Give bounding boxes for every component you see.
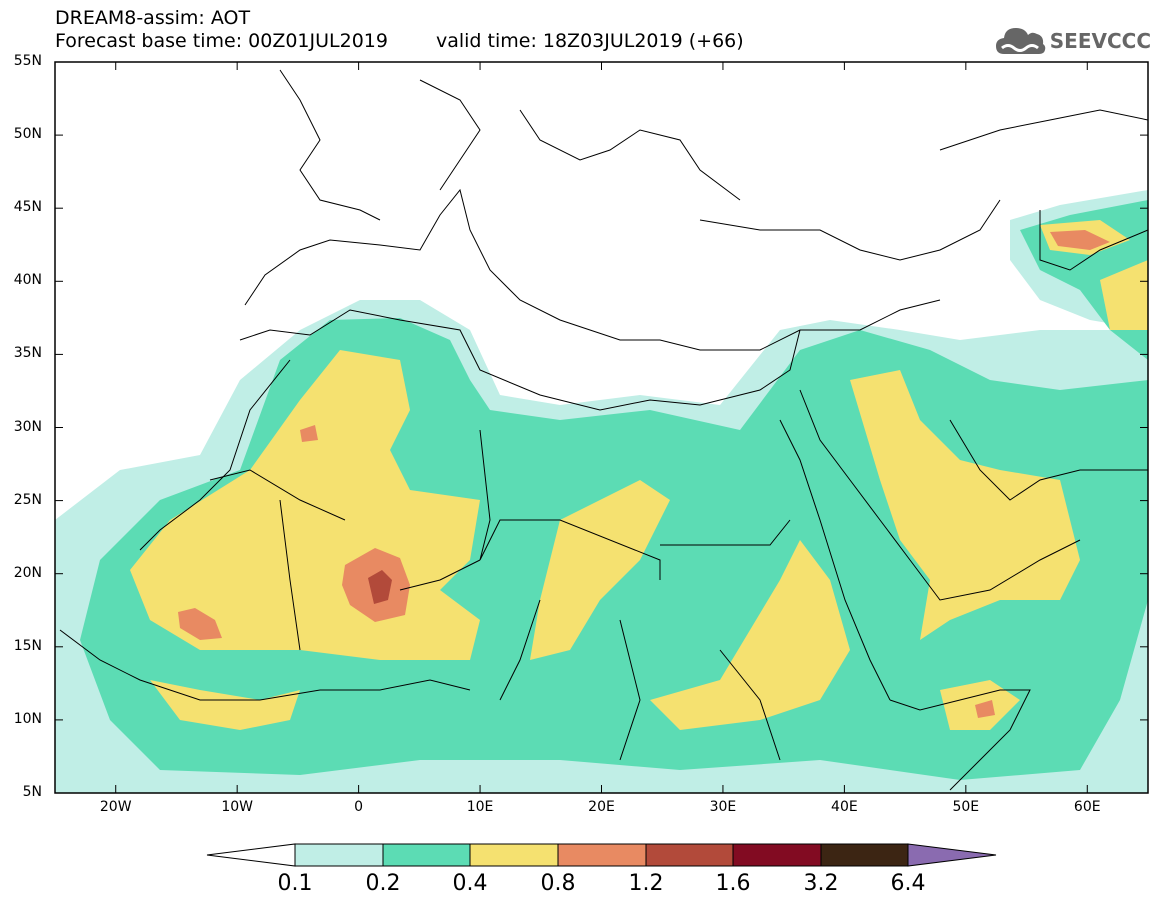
lat-tick-label: 35N: [13, 345, 42, 362]
lat-tick-label: 25N: [13, 491, 42, 508]
colorbar-label: 6.4: [890, 871, 926, 896]
colorbar: [206, 843, 997, 867]
colorbar-segment: [382, 843, 471, 867]
lon-tick-label: 50E: [952, 799, 980, 815]
aot-band-0.8-b: [178, 608, 222, 640]
colorbar-segment: [732, 843, 822, 867]
aot-band-0.4-e: [150, 680, 300, 730]
colorbar-segment: [557, 843, 647, 867]
colorbar-under-arrow: [206, 843, 296, 867]
colorbar-label: 1.6: [715, 871, 751, 896]
colorbar-label: 3.2: [803, 871, 839, 896]
aot-band-0.4-f: [1100, 260, 1148, 330]
colorbar-label: 0.1: [277, 871, 313, 896]
colorbar-label: 0.8: [540, 871, 576, 896]
lon-tick-label: 60E: [1073, 799, 1101, 815]
colorbar-label: 1.2: [628, 871, 664, 896]
lat-tick-label: 30N: [13, 418, 42, 435]
colorbar-segment: [294, 843, 384, 867]
colorbar-label: 0.4: [452, 871, 488, 896]
colorbar-segment: [820, 843, 909, 867]
lon-tick-label: 0: [354, 799, 364, 815]
cloud-icon: [995, 28, 1045, 54]
colorbar-over-arrow: [907, 843, 997, 867]
aot-fields: [55, 190, 1148, 793]
colorbar-segment: [645, 843, 734, 867]
coastlines: [59, 69, 1149, 791]
lat-tick-label: 45N: [13, 199, 42, 216]
logo-text: SEEVCCC: [1049, 29, 1151, 53]
lat-tick-label: 20N: [13, 564, 42, 581]
lat-tick-label: 50N: [13, 126, 42, 143]
aot-band-0.4-c: [650, 540, 850, 730]
lon-tick-label: 10E: [466, 799, 494, 815]
aot-band-0.8-c: [1050, 230, 1110, 250]
lon-tick-label: 30E: [709, 799, 737, 815]
base-time-label: Forecast base time: 00Z01JUL2019: [55, 30, 388, 52]
colorbar-segment: [469, 843, 559, 867]
lat-tick-label: 15N: [13, 637, 42, 654]
colorbar-label: 0.2: [365, 871, 401, 896]
lon-tick-label: 40E: [831, 799, 858, 815]
lon-tick-label: 20E: [588, 799, 615, 815]
aot-band-0.8-e: [975, 700, 995, 718]
chart-title: DREAM8-assim: AOT: [55, 7, 251, 29]
aot-band-0.4-b: [530, 480, 670, 660]
chart-subtitle: Forecast base time: 00Z01JUL2019 valid ti…: [55, 30, 744, 52]
lat-tick-label: 5N: [22, 784, 42, 800]
aot-band-1.2: [368, 570, 392, 604]
lon-tick-label: 20W: [99, 799, 132, 815]
lat-tick-label: 40N: [13, 272, 42, 289]
valid-time-label: valid time: 18Z03JUL2019 (+66): [435, 30, 744, 52]
lat-tick-label: 55N: [13, 53, 42, 69]
lat-tick-label: 10N: [13, 710, 42, 727]
seevccc-logo: SEEVCCC: [994, 24, 1151, 58]
axis-ticks: [55, 61, 1148, 794]
aot-band-0.4-d: [850, 370, 1080, 640]
aot-band-0.8-d: [300, 425, 318, 442]
lon-tick-label: 10W: [221, 799, 253, 815]
